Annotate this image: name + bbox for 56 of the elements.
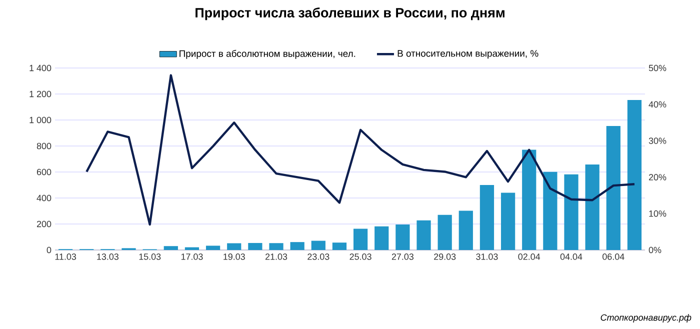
bar <box>164 246 178 250</box>
bar <box>248 242 262 250</box>
bar <box>627 100 642 250</box>
bar <box>290 242 304 250</box>
x-tick-label: 29.03 <box>434 254 456 260</box>
bar <box>480 185 494 250</box>
y-tick-label: 1 400 <box>30 64 52 72</box>
y2-tick-label: 0% <box>648 246 662 254</box>
legend-label: Прирост в абсолютном выражении, чел. <box>180 50 356 59</box>
x-tick-label: 11.03 <box>55 254 76 260</box>
y2-tick-label: 40% <box>648 101 666 108</box>
bar <box>458 210 473 250</box>
x-tick-label: 02.04 <box>518 254 540 260</box>
y2-tick-label: 30% <box>648 138 666 144</box>
line-series <box>86 74 636 226</box>
chart-title: Прирост числа заболевших в России, по дням <box>196 8 504 20</box>
bar <box>500 192 516 250</box>
x-tick-label: 27.03 <box>392 254 414 260</box>
x-tick-label: 19.03 <box>224 254 245 260</box>
y-tick-label: 400 <box>36 194 52 202</box>
y-tick-label: 800 <box>36 142 52 150</box>
y2-tick-label: 50% <box>648 64 666 72</box>
legend-label: В относительном выражении, % <box>398 50 538 59</box>
y-tick-label: 1 200 <box>30 90 52 98</box>
y2-tick-label: 10% <box>649 210 666 217</box>
y-tick-label: 200 <box>36 220 52 228</box>
y2-tick-label: 20% <box>648 174 666 180</box>
x-tick-label: 15.03 <box>139 254 161 260</box>
bar <box>438 214 452 250</box>
bar <box>227 243 242 250</box>
y-tick-label: 0 <box>46 246 52 254</box>
x-tick-label: 17.03 <box>181 254 203 260</box>
bar <box>184 247 200 250</box>
y-tick-label: 600 <box>36 168 52 176</box>
bar <box>269 243 284 250</box>
bar <box>374 226 389 250</box>
x-tick-label: 04.04 <box>560 254 582 260</box>
bar <box>543 172 558 250</box>
bar <box>206 246 220 250</box>
y-tick-label: 1 000 <box>30 116 52 124</box>
bar <box>416 220 431 250</box>
bar <box>606 126 620 250</box>
bar <box>585 164 600 250</box>
x-tick-label: 21.03 <box>265 254 288 260</box>
x-tick-label: 31.03 <box>476 254 498 260</box>
bar <box>396 224 410 250</box>
text: Стопкоронавирус.рф <box>600 314 692 322</box>
x-tick-label: 23.03 <box>308 254 330 260</box>
x-tick-label: 13.03 <box>97 254 119 260</box>
bar <box>332 242 347 250</box>
x-tick-label: 25.03 <box>350 254 372 260</box>
x-tick-label: 06.04 <box>602 254 624 260</box>
bar <box>564 174 578 250</box>
bar <box>522 150 536 250</box>
bar <box>311 240 326 250</box>
bar <box>353 228 368 250</box>
